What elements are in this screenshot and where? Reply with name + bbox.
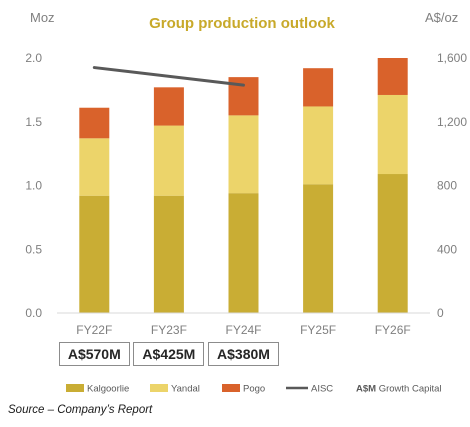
- x-axis-labels: FY22F FY23F FY24F FY25F FY26F: [76, 323, 410, 337]
- left-axis-unit: Moz: [30, 10, 55, 25]
- x-tick-label: FY24F: [225, 323, 261, 337]
- left-tick-label: 1.5: [25, 115, 42, 129]
- legend-aisc-label: AISC: [311, 384, 333, 395]
- growth-capital-box: A$570M: [58, 342, 130, 366]
- legend-pogo-swatch: [222, 384, 240, 392]
- legend-kalgoorlie-label: Kalgoorlie: [87, 384, 129, 395]
- legend-growth-capital-label: A$M Growth Capital: [356, 384, 442, 395]
- legend-yandal-label: Yandal: [171, 384, 200, 395]
- aisc-line: [92, 66, 245, 87]
- bar-kalgoorlie-fy22f: [79, 195, 110, 313]
- aisc-line-layer: [92, 66, 245, 87]
- right-tick-label: 0: [437, 306, 444, 320]
- right-tick-label: 400: [437, 242, 457, 256]
- bar-kalgoorlie-fy26f: [377, 174, 408, 313]
- bar-pogo-fy23f: [153, 87, 184, 126]
- left-tick-label: 1.0: [25, 179, 42, 193]
- chart-title: Group production outlook: [149, 15, 335, 32]
- right-axis-ticks: 0 400 800 1,200 1,600: [437, 51, 467, 320]
- right-tick-label: 800: [437, 179, 457, 193]
- left-axis-ticks: 0.0 0.5 1.0 1.5 2.0: [25, 51, 42, 320]
- x-tick-label: FY22F: [76, 323, 112, 337]
- bar-series: [79, 58, 408, 313]
- source-note: Source – Company’s Report: [8, 404, 153, 416]
- growth-capital-box: A$425M: [133, 342, 205, 366]
- bar-yandal-fy25f: [303, 106, 334, 185]
- left-tick-label: 0.5: [25, 242, 42, 256]
- left-tick-label: 2.0: [25, 51, 42, 65]
- x-tick-label: FY25F: [300, 323, 336, 337]
- right-tick-label: 1,600: [437, 51, 467, 65]
- bar-pogo-fy25f: [303, 68, 334, 107]
- x-tick-label: FY26F: [375, 323, 411, 337]
- legend-yandal-swatch: [150, 384, 168, 392]
- bar-kalgoorlie-fy23f: [153, 195, 184, 313]
- legend: Kalgoorlie Yandal Pogo AISC A$M Growth Capit…: [66, 384, 442, 395]
- legend-growth-capital-rest: Growth Capital: [376, 384, 441, 395]
- bar-pogo-fy22f: [79, 107, 110, 139]
- bar-yandal-fy26f: [377, 94, 408, 175]
- bar-pogo-fy26f: [377, 58, 408, 95]
- bar-kalgoorlie-fy24f: [228, 193, 259, 313]
- bar-yandal-fy23f: [153, 125, 184, 196]
- right-tick-label: 1,200: [437, 115, 467, 129]
- legend-growth-capital-bold: A$M: [356, 384, 376, 395]
- bar-yandal-fy24f: [228, 115, 259, 194]
- bar-yandal-fy22f: [79, 138, 110, 196]
- legend-kalgoorlie-swatch: [66, 384, 84, 392]
- legend-pogo-label: Pogo: [243, 384, 265, 395]
- bar-kalgoorlie-fy25f: [303, 184, 334, 313]
- growth-capital-box: A$380M: [208, 342, 279, 366]
- x-tick-label: FY23F: [151, 323, 187, 337]
- right-axis-unit: A$/oz: [425, 10, 458, 25]
- left-tick-label: 0.0: [25, 306, 42, 320]
